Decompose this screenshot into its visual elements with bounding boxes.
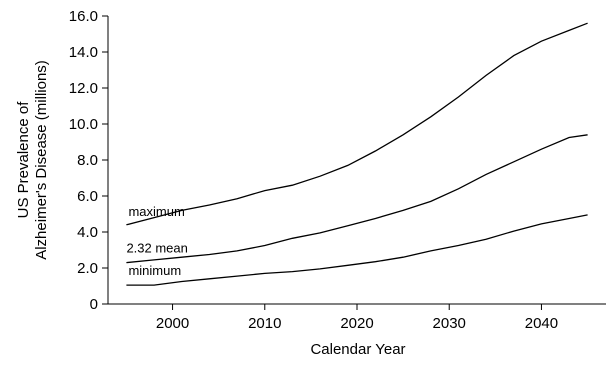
series-label-2-32-mean: 2.32 mean	[126, 241, 187, 256]
x-tick-label: 2000	[156, 315, 189, 332]
y-axis-title: US Prevalence of Alzheimer's Disease (mi…	[15, 60, 50, 260]
x-axis: 2000 2010 2020 2030 2040	[108, 303, 606, 332]
y-tick-label: 6.0	[77, 188, 98, 205]
x-tick-label: 2010	[248, 315, 281, 332]
y-tick-label: 14.0	[69, 44, 98, 61]
x-tick-label: 2020	[340, 315, 373, 332]
series-label-minimum: minimum	[128, 263, 181, 278]
y-tick-label: 2.0	[77, 260, 98, 277]
series-labels: maximum 2.32 mean minimum	[126, 204, 187, 278]
y-tick-label: 12.0	[69, 80, 98, 97]
x-tick-label: 2030	[433, 315, 466, 332]
series-line-2-32-mean	[126, 134, 588, 264]
y-tick-label: 8.0	[77, 152, 98, 169]
series-label-maximum: maximum	[128, 204, 184, 219]
y-axis-title-line-2: Alzheimer's Disease (millions)	[33, 60, 50, 260]
y-tick-label: 16.0	[69, 8, 98, 25]
y-axis-title-line-1: US Prevalence of	[15, 101, 32, 219]
x-tick-label: 2040	[525, 315, 558, 332]
y-axis: 0 2.0 4.0 6.0 8.0 10.0 12.0 14.0 16.0	[69, 8, 109, 313]
y-tick-label: 10.0	[69, 116, 98, 133]
series-line-maximum	[126, 22, 588, 226]
series-lines	[126, 22, 588, 286]
y-tick-label: 4.0	[77, 224, 98, 241]
x-axis-title: Calendar Year	[310, 341, 405, 358]
y-tick-label: 0	[90, 296, 98, 313]
series-line-minimum	[126, 214, 588, 286]
